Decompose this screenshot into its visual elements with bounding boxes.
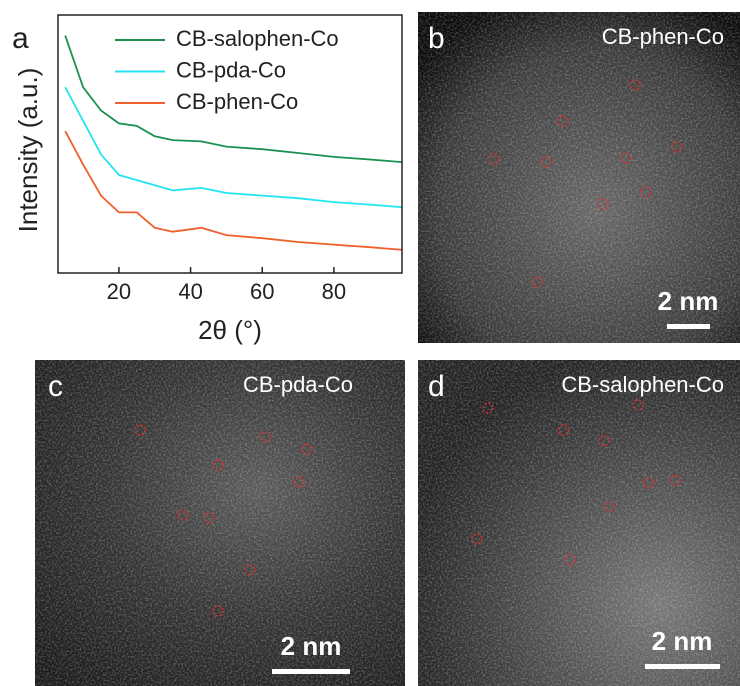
plot-frame	[58, 15, 402, 273]
scale-bar	[645, 664, 720, 669]
image-title: CB-pda-Co	[243, 372, 353, 397]
data-line	[65, 131, 402, 250]
figure: b CB-phen-Co 2 nm c CB-pda-Co 2 nm d CB-…	[0, 0, 740, 686]
scale-bar	[272, 669, 350, 674]
scale-label: 2 nm	[281, 631, 342, 661]
panel-label: d	[428, 370, 445, 403]
image-title: CB-phen-Co	[602, 24, 724, 49]
y-axis-label: Intensity (a.u.)	[13, 68, 43, 233]
x-tick-label: 20	[107, 279, 131, 304]
x-tick-label: 80	[322, 279, 346, 304]
panel-label: b	[428, 22, 445, 55]
image-title: CB-salophen-Co	[561, 372, 724, 397]
x-tick-label: 60	[250, 279, 274, 304]
panel-label: a	[12, 22, 29, 55]
legend-label: CB-phen-Co	[176, 89, 298, 114]
x-axis-label: 2θ (°)	[198, 315, 262, 345]
panel-label: c	[48, 370, 63, 403]
xrd-chart: a Intensity (a.u.) 2θ (°) CB-salophen-Co…	[12, 15, 402, 345]
scale-bar	[667, 324, 710, 329]
scale-label: 2 nm	[652, 626, 713, 656]
scale-label: 2 nm	[658, 286, 719, 316]
image-panel: d CB-salophen-Co 2 nm	[418, 360, 740, 686]
legend-label: CB-pda-Co	[176, 57, 286, 82]
micrograph-texture	[35, 360, 405, 686]
image-panel: c CB-pda-Co 2 nm	[35, 360, 405, 686]
x-tick-label: 40	[178, 279, 202, 304]
legend-label: CB-salophen-Co	[176, 26, 339, 51]
image-panel: b CB-phen-Co 2 nm	[418, 12, 740, 343]
